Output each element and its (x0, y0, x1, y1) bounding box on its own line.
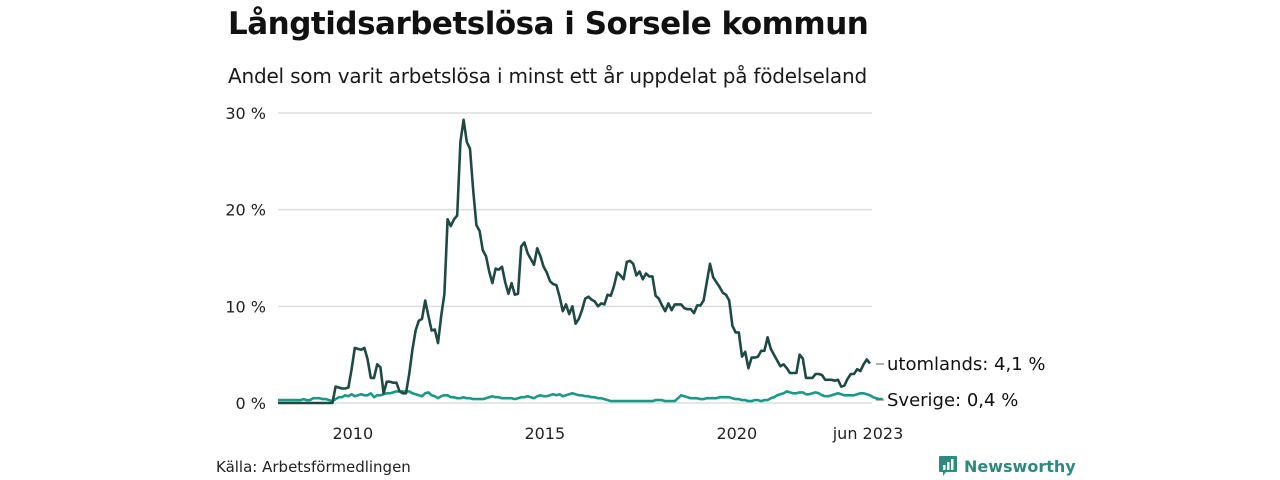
brand-logo: Newsworthy (938, 455, 1076, 477)
chart-title: Långtidsarbetslösa i Sorsele kommun (228, 6, 869, 42)
y-tick-label: 10 % (225, 297, 266, 316)
source-note: Källa: Arbetsförmedlingen (216, 458, 411, 476)
x-tick-label: 2010 (332, 424, 373, 443)
brand-name: Newsworthy (964, 456, 1076, 476)
x-axis-ticks: 2010 2015 2020 jun 2023 (332, 424, 903, 443)
end-label-utomlands: utomlands: 4,1 % (887, 354, 1046, 375)
series-line-utomlands (278, 118, 872, 405)
y-tick-label: 20 % (225, 201, 266, 220)
x-tick-label: 2015 (524, 424, 565, 443)
chart-subtitle: Andel som varit arbetslösa i minst ett å… (228, 64, 867, 88)
y-tick-label: 30 % (225, 104, 266, 123)
x-tick-label: 2020 (716, 424, 757, 443)
series-line-sverige (278, 390, 883, 403)
series-lines (278, 118, 883, 405)
y-tick-label: 0 % (236, 394, 266, 413)
x-tick-label: jun 2023 (832, 424, 904, 443)
end-labels: utomlands: 4,1 % Sverige: 0,4 % (876, 354, 1046, 411)
y-axis-ticks: 0 % 10 % 20 % 30 % (225, 104, 266, 413)
gridlines (278, 112, 872, 404)
end-label-sverige: Sverige: 0,4 % (887, 390, 1018, 411)
bar-chart-speech-icon (939, 456, 957, 476)
